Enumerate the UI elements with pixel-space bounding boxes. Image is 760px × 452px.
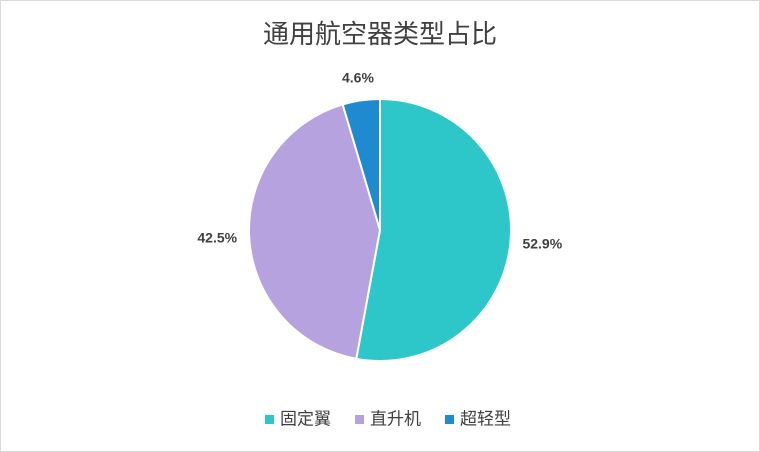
data-label: 52.9% xyxy=(522,236,562,252)
data-label: 4.6% xyxy=(342,69,374,85)
legend-swatch xyxy=(445,415,454,424)
legend-swatch xyxy=(355,415,364,424)
pie-slice xyxy=(248,103,382,360)
data-label: 42.5% xyxy=(197,229,237,245)
pie-slice xyxy=(341,97,381,231)
pie-slice xyxy=(355,97,512,362)
legend-label: 直升机 xyxy=(370,409,421,428)
legend-label: 超轻型 xyxy=(460,409,511,428)
legend-swatch xyxy=(265,415,274,424)
legend-label: 固定翼 xyxy=(280,409,331,428)
chart-title: 通用航空器类型占比 xyxy=(263,19,497,49)
